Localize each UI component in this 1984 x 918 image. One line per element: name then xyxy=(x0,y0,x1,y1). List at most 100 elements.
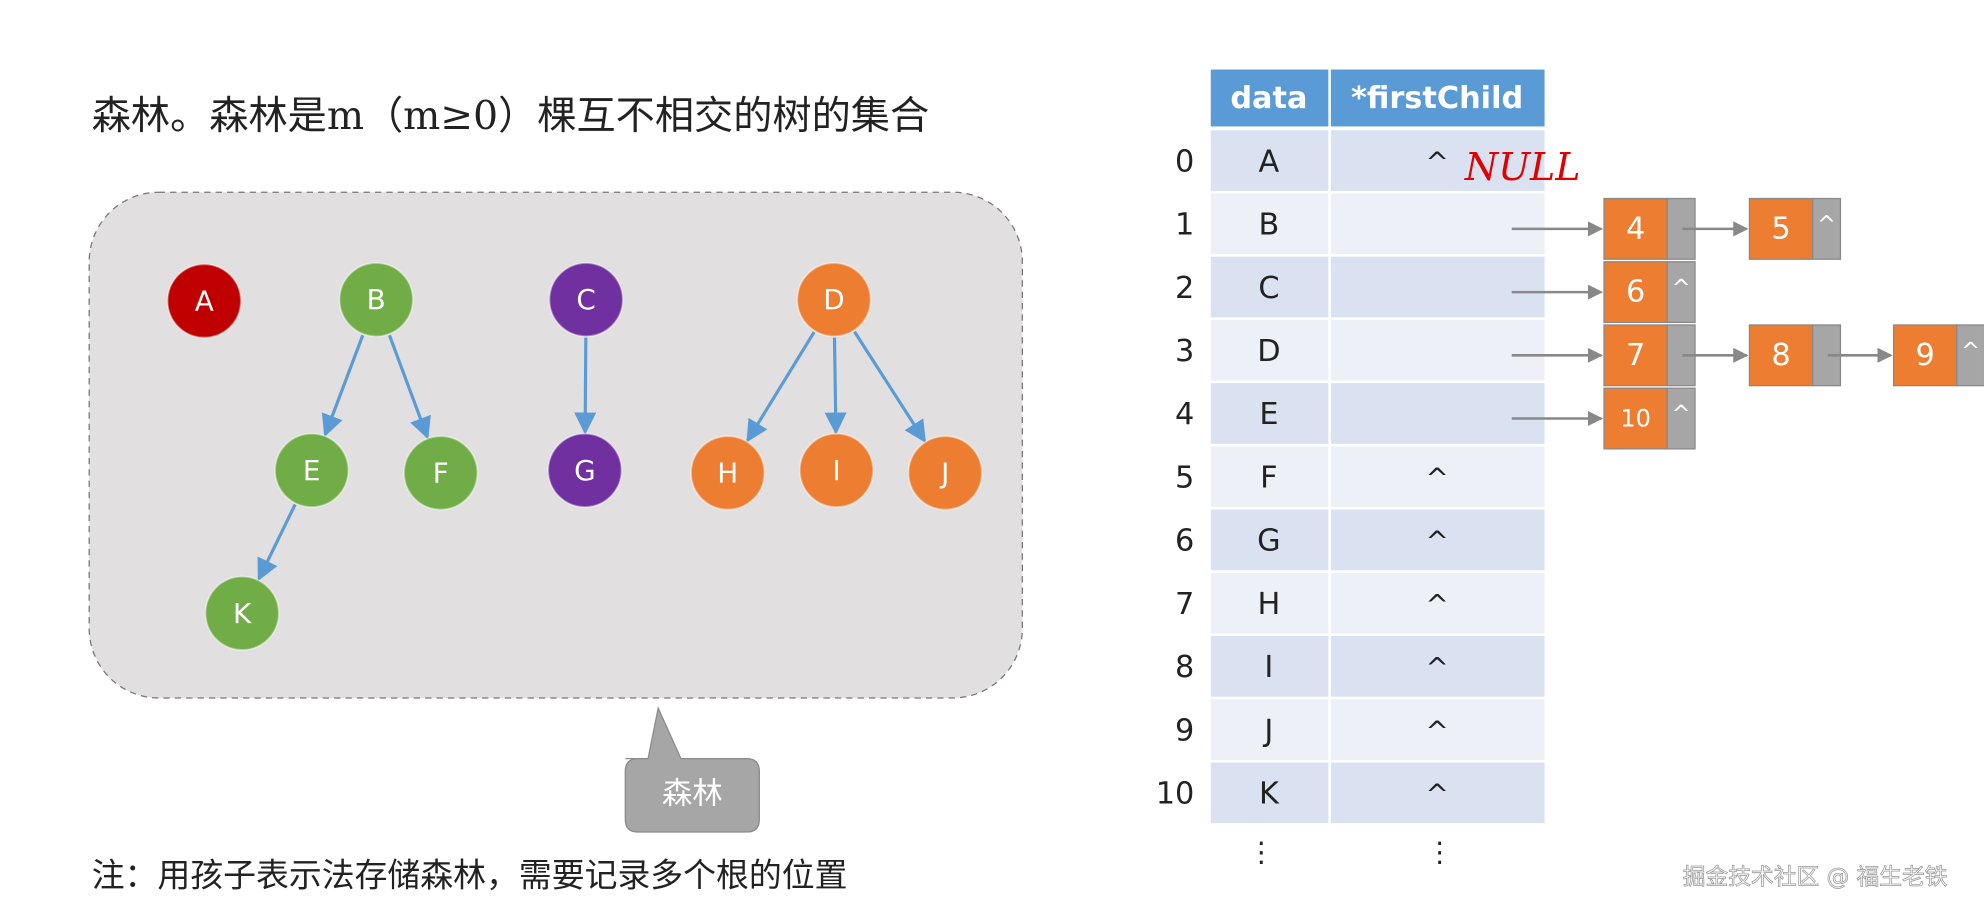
node-label: F xyxy=(433,456,449,489)
tree-node xyxy=(403,435,479,511)
cell xyxy=(1330,383,1545,444)
cell xyxy=(1330,762,1545,824)
cell xyxy=(1210,572,1329,634)
row-index: 10 xyxy=(1156,777,1195,812)
list-value: 8 xyxy=(1771,338,1790,373)
tree-node xyxy=(204,575,280,651)
node-label: J xyxy=(939,456,949,489)
list-value: 4 xyxy=(1626,211,1645,246)
cell xyxy=(1210,130,1329,191)
data-cell: H xyxy=(1258,587,1281,622)
cell xyxy=(1210,256,1329,318)
header-cell xyxy=(1330,69,1545,127)
node-label: B xyxy=(367,283,386,316)
cell xyxy=(1330,256,1545,318)
cell xyxy=(1210,636,1329,697)
cell xyxy=(1210,319,1329,381)
list-node xyxy=(1603,197,1668,260)
list-next xyxy=(1666,387,1696,450)
list-value: 6 xyxy=(1626,275,1645,310)
cell xyxy=(1210,509,1329,571)
row-index: 5 xyxy=(1175,460,1194,495)
tree-node xyxy=(274,432,350,508)
ellipsis: ⋮ xyxy=(1426,836,1454,869)
null-mark: ^ xyxy=(1817,212,1836,238)
edge xyxy=(853,330,927,443)
row-index: 4 xyxy=(1175,397,1194,432)
node-label: D xyxy=(823,283,844,316)
cell xyxy=(1330,636,1545,697)
list-value: 5 xyxy=(1771,211,1790,246)
list-node xyxy=(1892,324,1958,387)
node-label: H xyxy=(717,456,738,489)
list-value: 10 xyxy=(1620,405,1651,433)
null-mark: ^ xyxy=(1672,402,1691,428)
tree-node xyxy=(690,435,766,511)
row-index: 1 xyxy=(1175,208,1194,243)
first-child: ^ xyxy=(1425,588,1448,621)
edge xyxy=(321,334,365,437)
cell xyxy=(1330,572,1545,634)
list-next xyxy=(1666,261,1696,324)
cell xyxy=(1210,762,1329,824)
cell xyxy=(1210,193,1329,255)
edge xyxy=(824,337,847,435)
row-index: 2 xyxy=(1175,271,1194,306)
row-index: 8 xyxy=(1175,650,1194,685)
edge xyxy=(257,503,297,582)
edge xyxy=(574,337,597,435)
first-child: ^ xyxy=(1425,714,1448,747)
data-cell: C xyxy=(1258,271,1279,306)
null-note: NULL xyxy=(1464,145,1581,189)
row-index: 9 xyxy=(1175,713,1194,748)
list-node xyxy=(1603,261,1668,324)
node-label: I xyxy=(832,454,840,487)
list-value: 9 xyxy=(1916,338,1935,373)
ellipsis: ⋮ xyxy=(1247,836,1275,869)
list-node xyxy=(1748,197,1814,260)
tree-node xyxy=(796,262,872,338)
data-cell: J xyxy=(1262,713,1273,748)
tree-node xyxy=(798,432,875,508)
list-next xyxy=(1812,197,1842,260)
watermark: 掘金技术社区 @ 福生老铁 xyxy=(1683,865,1948,891)
first-child: ^ xyxy=(1425,651,1448,684)
first-child: ^ xyxy=(1425,461,1448,494)
cell xyxy=(1330,193,1545,255)
first-child: ^ xyxy=(1425,778,1448,811)
callout-text: 森林 xyxy=(662,777,723,812)
edge xyxy=(746,331,816,443)
data-cell: F xyxy=(1260,460,1277,495)
data-cell: B xyxy=(1259,208,1280,243)
header-cell xyxy=(1210,69,1329,127)
tree-node xyxy=(338,262,414,338)
tree-node xyxy=(907,435,983,511)
cell xyxy=(1330,509,1545,571)
row-index: 3 xyxy=(1175,334,1194,369)
tree-node xyxy=(548,262,624,338)
cell xyxy=(1330,446,1545,508)
edge xyxy=(387,334,431,440)
data-cell: A xyxy=(1259,144,1280,179)
tree-node xyxy=(166,263,242,339)
data-cell: E xyxy=(1259,397,1278,432)
cell xyxy=(1210,446,1329,508)
null-mark: ^ xyxy=(1961,339,1980,365)
data-cell: K xyxy=(1259,777,1280,812)
cell xyxy=(1330,319,1545,381)
cell xyxy=(1330,699,1545,760)
row-index: 0 xyxy=(1175,144,1194,179)
cell xyxy=(1210,699,1329,760)
node-label: C xyxy=(576,283,595,316)
null-mark: ^ xyxy=(1672,275,1691,301)
first-child: ^ xyxy=(1425,145,1448,178)
first-child: ^ xyxy=(1425,525,1448,558)
list-node xyxy=(1603,387,1668,450)
cell xyxy=(1210,383,1329,444)
list-value: 7 xyxy=(1626,338,1645,373)
node-label: G xyxy=(574,454,596,487)
forest-box xyxy=(88,191,1023,699)
